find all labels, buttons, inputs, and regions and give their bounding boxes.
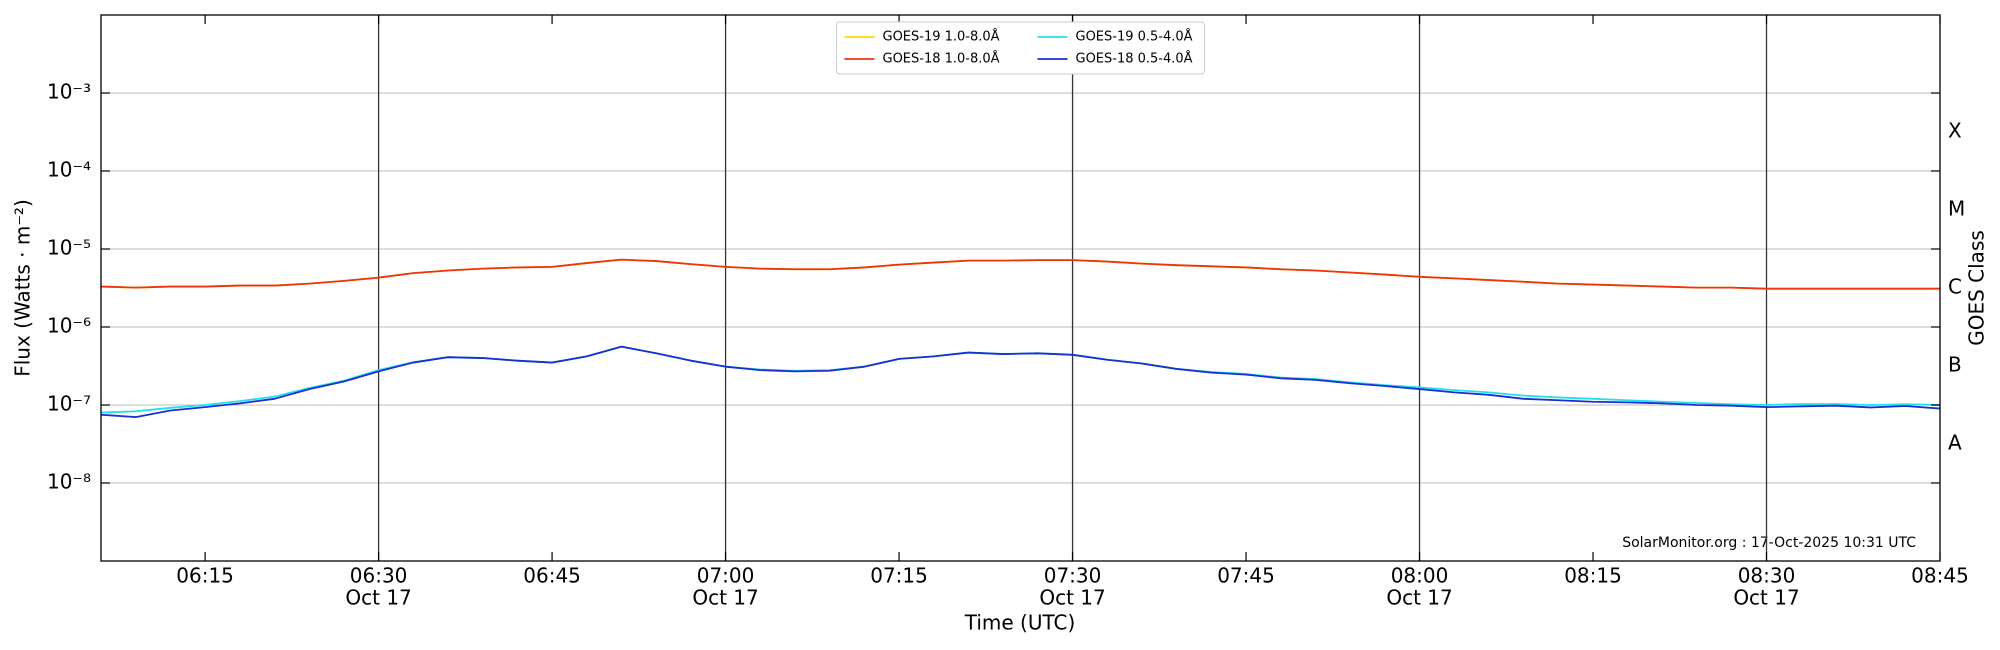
y-tick-label: 10⁻³ <box>47 80 91 104</box>
y-tick-label: 10⁻⁷ <box>47 392 91 416</box>
y-axis-label: Flux (Watts · m⁻²) <box>11 199 35 377</box>
legend-box <box>836 21 1205 75</box>
plot-area <box>100 15 1941 561</box>
y2-axis-label: GOES Class <box>1965 230 1989 346</box>
x-tick-label: 08:30 <box>1738 564 1796 588</box>
x-tick-label: 07:30 <box>1044 564 1102 588</box>
legend-label: GOES-19 0.5-4.0Å <box>1076 29 1193 45</box>
x-tick-label: 08:45 <box>1911 564 1969 588</box>
x-tick-label: 06:15 <box>176 564 234 588</box>
plot-frame <box>100 14 1941 562</box>
legend-label: GOES-19 1.0-8.0Å <box>883 29 1000 45</box>
x-tick-label: 07:15 <box>870 564 928 588</box>
x-tick-label: 07:00 <box>697 564 755 588</box>
x-tick-label: 06:30 <box>350 564 408 588</box>
x-tick-label: 07:45 <box>1217 564 1275 588</box>
y-tick-label: 10⁻⁶ <box>47 314 91 338</box>
y2-tick-label: X <box>1948 119 1962 143</box>
y2-tick-label: M <box>1948 197 1965 221</box>
x-tick-label: 08:00 <box>1391 564 1449 588</box>
x-tick-label: Oct 17 <box>1733 586 1799 610</box>
y2-tick-label: C <box>1948 275 1962 299</box>
legend-label: GOES-18 0.5-4.0Å <box>1076 51 1193 67</box>
x-tick-label: 06:45 <box>523 564 581 588</box>
series-line <box>100 258 1940 290</box>
x-tick-label: Oct 17 <box>692 586 758 610</box>
x-axis-label: Time (UTC) <box>964 611 1076 635</box>
legend: GOES-19 1.0-8.0Å GOES-18 1.0-8.0Å GOES-19 … <box>836 21 1205 75</box>
x-tick-label: Oct 17 <box>1039 586 1105 610</box>
x-tick-label: Oct 17 <box>1386 586 1452 610</box>
legend-label: GOES-18 1.0-8.0Å <box>883 51 1000 67</box>
y2-tick-label: A <box>1948 431 1962 455</box>
series-line <box>100 258 1940 290</box>
y-tick-label: 10⁻⁵ <box>47 236 91 260</box>
y-tick-label: 10⁻⁴ <box>47 158 91 182</box>
series-line <box>100 345 1941 418</box>
y2-tick-label: B <box>1948 353 1962 377</box>
x-tick-label: Oct 17 <box>345 586 411 610</box>
x-tick-label: 08:15 <box>1564 564 1622 588</box>
y-tick-label: 10⁻⁸ <box>47 470 91 494</box>
annotation: SolarMonitor.org : 17-Oct-2025 10:31 UTC <box>1622 535 1916 551</box>
